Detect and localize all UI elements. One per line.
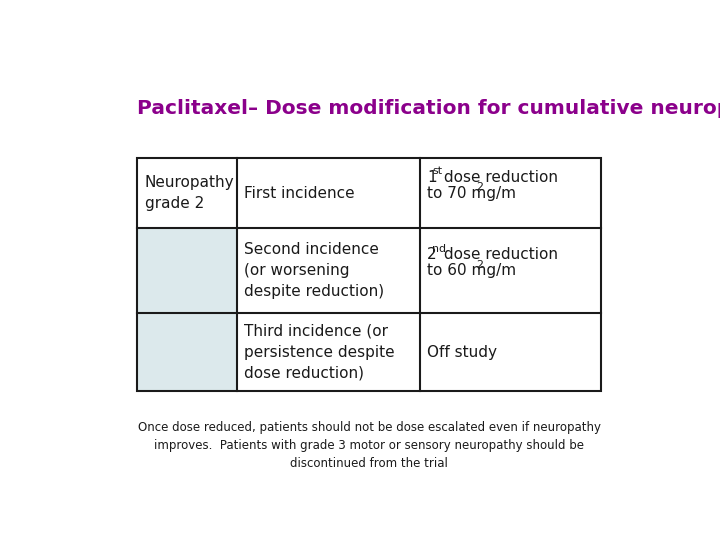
Text: 1: 1 bbox=[427, 170, 437, 185]
FancyBboxPatch shape bbox=[420, 228, 600, 313]
FancyBboxPatch shape bbox=[138, 313, 237, 391]
Text: dose reduction: dose reduction bbox=[439, 170, 558, 185]
Text: Paclitaxel– Dose modification for cumulative neuropathy: Paclitaxel– Dose modification for cumula… bbox=[138, 99, 720, 118]
Text: First incidence: First incidence bbox=[244, 186, 355, 201]
Text: nd: nd bbox=[432, 244, 446, 254]
Text: Third incidence (or
persistence despite
dose reduction): Third incidence (or persistence despite … bbox=[244, 323, 395, 381]
Text: Neuropathy
grade 2: Neuropathy grade 2 bbox=[145, 176, 234, 211]
FancyBboxPatch shape bbox=[237, 313, 420, 391]
Text: st: st bbox=[432, 166, 442, 177]
Text: 2: 2 bbox=[427, 247, 437, 262]
Text: to 70 mg/m: to 70 mg/m bbox=[427, 186, 516, 201]
Text: Off study: Off study bbox=[427, 345, 498, 360]
Text: Once dose reduced, patients should not be dose escalated even if neuropathy
impr: Once dose reduced, patients should not b… bbox=[138, 421, 600, 470]
FancyBboxPatch shape bbox=[138, 158, 237, 228]
Text: 2: 2 bbox=[477, 183, 483, 192]
FancyBboxPatch shape bbox=[237, 158, 420, 228]
FancyBboxPatch shape bbox=[138, 228, 237, 313]
FancyBboxPatch shape bbox=[420, 313, 600, 391]
Text: 2: 2 bbox=[477, 260, 483, 269]
Text: Second incidence
(or worsening
despite reduction): Second incidence (or worsening despite r… bbox=[244, 242, 384, 299]
Text: to 60 mg/m: to 60 mg/m bbox=[427, 263, 516, 278]
FancyBboxPatch shape bbox=[420, 158, 600, 228]
FancyBboxPatch shape bbox=[237, 228, 420, 313]
Text: dose reduction: dose reduction bbox=[439, 247, 558, 262]
